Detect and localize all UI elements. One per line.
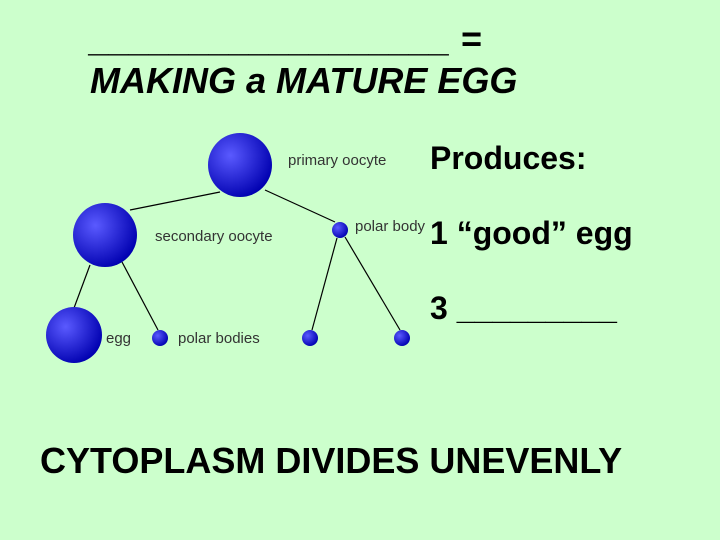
cell-primary — [208, 133, 272, 197]
title-area: __________________ = MAKING a MATURE EGG — [90, 18, 650, 102]
title-blank-line: __________________ = — [90, 18, 650, 60]
label-polar-bodies: polar bodies — [178, 330, 260, 347]
cell-egg — [46, 307, 102, 363]
label-primary-oocyte: primary oocyte — [288, 152, 386, 169]
cell-pb_b1 — [152, 330, 168, 346]
good-egg-text: 1 “good” egg — [430, 215, 710, 252]
cell-pb_b3 — [394, 330, 410, 346]
label-polar-body: polar body — [355, 218, 425, 235]
diagram-svg — [30, 130, 430, 390]
produces-label: Produces: — [430, 140, 710, 177]
label-egg: egg — [106, 330, 131, 347]
three-blank-text: 3 _________ — [430, 290, 710, 327]
bottom-statement: CYTOPLASM DIVIDES UNEVENLY — [40, 440, 622, 482]
cell-secondary — [73, 203, 137, 267]
produces-block: Produces: 1 “good” egg 3 _________ — [430, 140, 710, 327]
title-main: MAKING a MATURE EGG — [90, 60, 650, 102]
oogenesis-diagram: primary oocyte secondary oocyte polar bo… — [30, 130, 430, 390]
cell-pb_b2 — [302, 330, 318, 346]
label-secondary-oocyte: secondary oocyte — [155, 228, 273, 245]
cell-pb_top — [332, 222, 348, 238]
